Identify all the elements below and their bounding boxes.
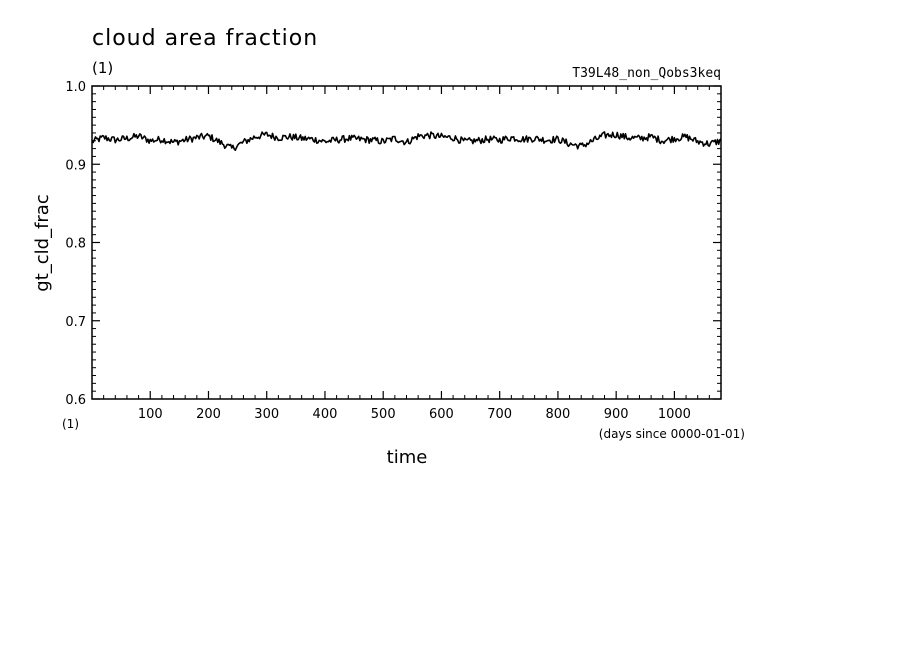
- x-tick-label: 900: [604, 407, 629, 422]
- chart-title: cloud area fraction: [92, 26, 318, 51]
- plot-frame: [91, 85, 722, 400]
- y-axis-label: gt_cld_frac: [32, 194, 53, 291]
- x-tick-label: 300: [254, 407, 279, 422]
- series-line: [91, 131, 722, 151]
- x-axis-unit: (days since 0000-01-01): [599, 427, 745, 441]
- y-unit: (1): [62, 417, 79, 431]
- y-tick-label: 0.8: [65, 237, 86, 252]
- y-tick-label: 0.9: [65, 158, 86, 173]
- x-tick-label: 700: [487, 407, 512, 422]
- run-label: T39L48_non_Qobs3keq: [572, 66, 721, 81]
- x-tick-label: 800: [546, 407, 571, 422]
- x-tick-label: 200: [196, 407, 221, 422]
- x-tick-label: 500: [371, 407, 396, 422]
- x-tick-label: 1000: [658, 407, 691, 422]
- x-tick-label: 100: [138, 407, 163, 422]
- y-tick-label: 0.7: [65, 315, 86, 330]
- y-axis-ticks: 0.6 0.7 0.8 0.9 1.0: [65, 80, 721, 408]
- x-axis-label: time: [387, 447, 428, 468]
- x-tick-label: 600: [429, 407, 454, 422]
- x-tick-label: 400: [313, 407, 338, 422]
- y-tick-label: 1.0: [65, 80, 86, 95]
- title-unit: (1): [92, 59, 113, 77]
- y-tick-label: 0.6: [65, 393, 86, 408]
